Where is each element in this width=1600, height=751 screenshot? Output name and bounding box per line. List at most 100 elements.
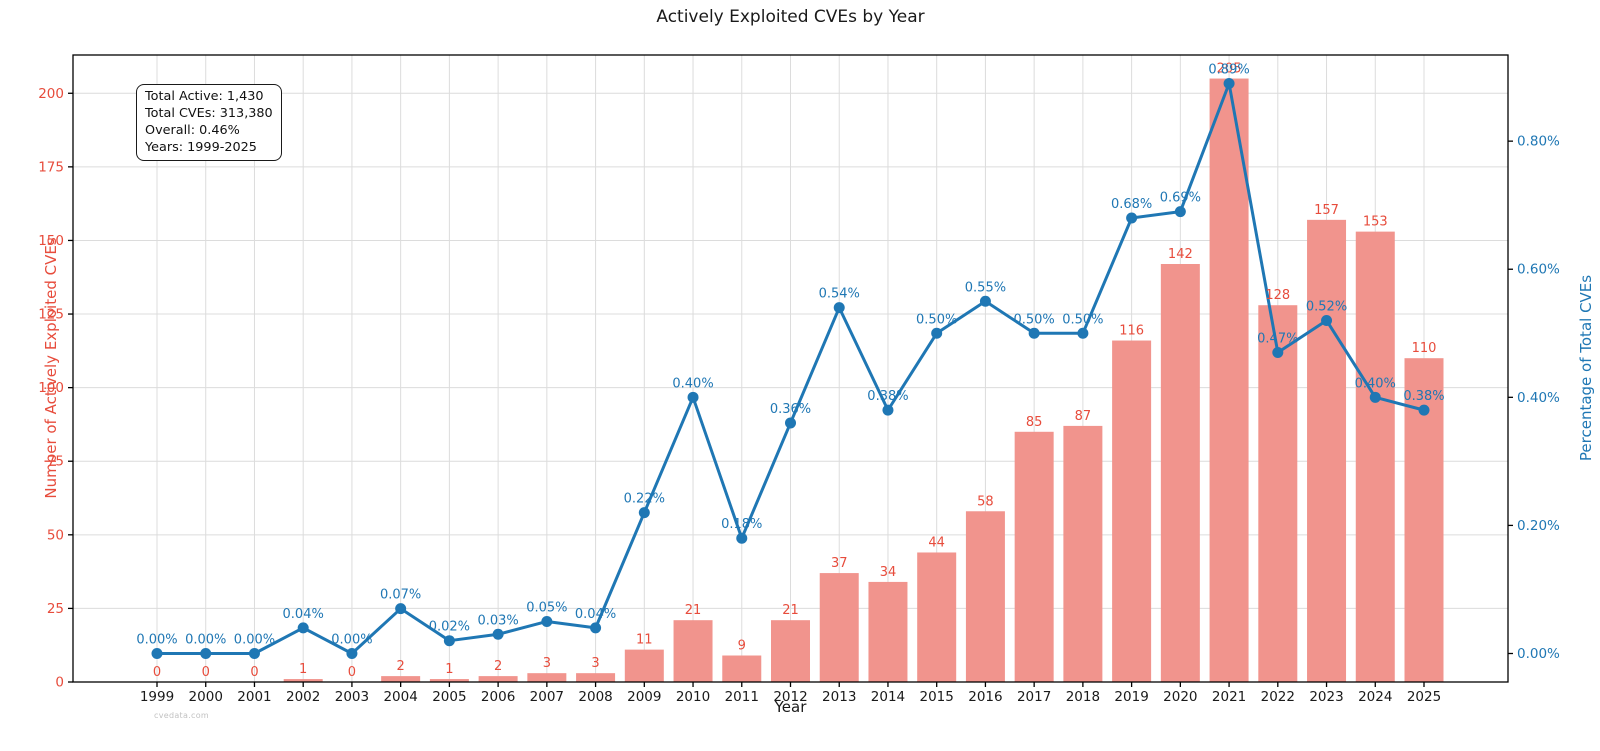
x-tick-label: 2002 [286,689,320,705]
percent-value-label: 0.36% [770,402,811,417]
line-point-2000 [200,648,212,659]
line-point-2010 [687,391,699,403]
line-point-2007 [541,615,553,627]
right-tick-label: 0.00% [1517,646,1560,662]
x-tick-label: 2022 [1261,689,1295,705]
bar-value-label: 1 [445,662,453,677]
bar-value-label: 34 [880,565,897,580]
left-tick-label: 50 [47,527,64,543]
x-tick-label: 2000 [189,689,223,705]
percent-value-label: 0.00% [234,633,275,648]
x-tick-label: 2007 [530,689,564,705]
x-tick-label: 2010 [676,689,710,705]
percent-value-label: 0.40% [1355,376,1396,391]
percent-value-label: 0.00% [136,633,177,648]
percent-value-label: 0.22% [624,492,665,507]
x-tick-label: 2016 [968,689,1002,705]
line-point-2017 [1028,327,1040,339]
bar-value-label: 2 [494,659,502,674]
bar-value-label: 21 [782,603,799,618]
right-tick-label: 0.20% [1517,518,1560,534]
left-axis-title: Number of Actively Exploited CVEs [42,237,60,499]
left-tick-label: 25 [47,601,64,617]
x-tick-label: 2019 [1114,689,1148,705]
line-point-2018 [1077,327,1089,339]
bar-2005 [429,679,469,682]
percent-value-label: 0.18% [721,517,762,532]
line-point-2016 [979,295,991,307]
bar-2007 [527,673,567,682]
bar-2002 [283,679,323,682]
bar-2014 [868,581,908,682]
percent-value-label: 0.50% [1062,312,1103,327]
x-tick-label: 2004 [383,689,417,705]
x-tick-label: 2011 [725,689,759,705]
right-tick-label: 0.60% [1517,262,1560,278]
percent-value-label: 0.54% [819,287,860,302]
x-tick-label: 2009 [627,689,661,705]
percent-value-label: 0.04% [575,607,616,622]
bar-value-label: 142 [1168,247,1193,262]
percent-value-label: 0.55% [965,280,1006,295]
x-tick-label: 2021 [1212,689,1246,705]
bar-value-label: 44 [928,535,945,550]
line-point-2003 [346,648,358,659]
x-tick-label: 2020 [1163,689,1197,705]
bar-2022 [1258,305,1298,682]
percent-value-label: 0.02% [429,620,470,635]
left-tick-label: 200 [38,86,64,102]
line-point-2005 [443,635,455,647]
left-tick-label: 75 [47,454,64,470]
bar-value-label: 157 [1314,203,1339,218]
chart-title: Actively Exploited CVEs by Year [656,7,925,27]
line-point-2009 [638,507,650,519]
bar-2021 [1209,78,1249,682]
percent-value-label: 0.07% [380,588,421,603]
percent-value-label: 0.00% [185,633,226,648]
percent-value-label: 0.69% [1160,191,1201,206]
x-axis-title: Year [774,698,807,716]
bar-value-label: 116 [1119,324,1144,339]
bar-value-label: 9 [738,639,746,654]
line-point-2020 [1174,206,1186,218]
line-point-2008 [590,622,602,634]
bar-value-label: 110 [1412,341,1437,356]
bar-value-label: 37 [831,556,848,571]
bar-2004 [381,676,421,682]
left-tick-label: 0 [55,675,64,691]
bar-value-label: 205 [1217,62,1242,77]
line-point-2013 [833,302,845,314]
percent-value-label: 0.52% [1306,299,1347,314]
bar-value-label: 58 [977,494,994,509]
bar-2011 [722,655,762,682]
x-tick-label: 2003 [335,689,369,705]
left-tick-label: 100 [38,380,64,396]
line-point-2019 [1126,212,1138,224]
info-line-overall: Overall: 0.46% [145,123,240,139]
percent-value-label: 0.68% [1111,197,1152,212]
summary-info-box: Total Active: 1,430 Total CVEs: 313,380 … [136,84,282,162]
bar-2013 [819,573,859,682]
line-point-2004 [395,603,407,615]
line-point-2011 [736,532,748,544]
x-tick-label: 2013 [822,689,856,705]
bar-2024 [1355,231,1395,682]
line-point-2024 [1369,391,1381,403]
x-tick-label: 2012 [773,689,807,705]
percent-value-label: 0.38% [1403,389,1444,404]
percent-value-label: 0.38% [867,389,908,404]
left-tick-label: 125 [38,307,64,323]
percent-value-label: 0.50% [1013,312,1054,327]
bar-value-label: 21 [685,603,702,618]
bar-2018 [1063,425,1103,682]
bar-2008 [576,673,616,682]
bar-value-label: 0 [348,665,356,680]
x-tick-label: 1999 [140,689,174,705]
bar-2012 [771,620,810,682]
line-point-2025 [1418,404,1430,416]
line-point-2014 [882,404,894,416]
bar-2016 [965,511,1005,682]
line-point-2015 [931,327,943,339]
